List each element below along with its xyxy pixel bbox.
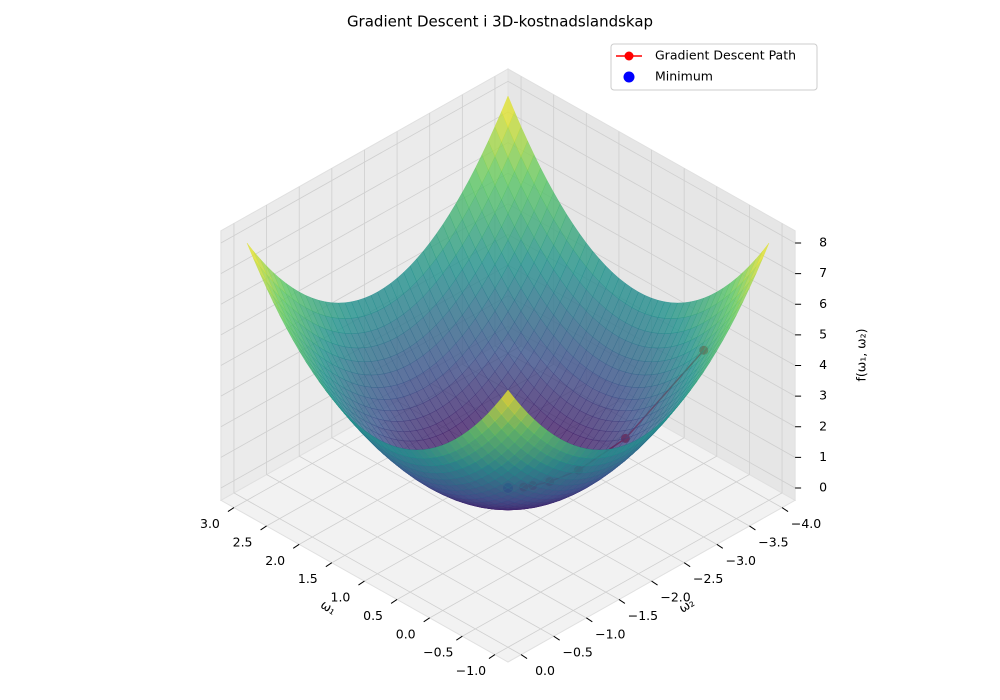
legend-marker: [624, 51, 634, 61]
y-tick-label: −1.5: [628, 608, 658, 623]
x-tick-label: 1.5: [298, 571, 318, 586]
tick-mark: [456, 635, 463, 641]
x-tick-label: −0.5: [423, 645, 453, 660]
tick-mark: [781, 507, 789, 513]
y-tick-label: −4.0: [791, 516, 821, 531]
y-tick-label: 0.0: [535, 663, 555, 678]
x-tick-label: 0.5: [363, 608, 383, 623]
grid-line: [507, 111, 796, 274]
y-tick-label: −2.0: [660, 590, 690, 605]
z-tick-label: 3: [819, 388, 827, 403]
tick-mark: [358, 580, 365, 586]
y-tick-label: −2.5: [693, 571, 723, 586]
y-tick-label: −3.0: [726, 553, 756, 568]
grid-line: [233, 492, 522, 655]
legend-label: Minimum: [655, 69, 713, 84]
tick-mark: [553, 635, 560, 641]
tick-mark: [651, 580, 658, 586]
z-tick-label: 1: [819, 449, 827, 464]
z-tick-label: 2: [819, 418, 827, 433]
surface-patch: [755, 242, 770, 268]
legend-box: [610, 43, 818, 91]
chart-title: Gradient Descent i 3D-kostnadslandskap: [347, 13, 653, 31]
y-tick-label: −0.5: [562, 645, 592, 660]
legend: Gradient Descent Path Minimum: [610, 43, 818, 91]
tick-mark: [292, 543, 300, 549]
surface-patch: [501, 389, 515, 407]
tick-mark: [618, 599, 626, 604]
tick-mark: [716, 543, 724, 549]
x-tick-label: 0.0: [396, 626, 416, 641]
surface-patch: [501, 95, 515, 128]
x-tick-label: 2.5: [233, 534, 253, 549]
grid-line: [220, 80, 509, 244]
x-tick-label: 1.0: [331, 590, 351, 605]
tick-mark: [488, 654, 496, 660]
grid-line: [299, 455, 587, 619]
z-axis-label: f(ω₁, ω₂): [854, 328, 869, 381]
x-tick-label: −1.0: [456, 663, 486, 678]
z-tick-label: 5: [819, 326, 827, 341]
tick-mark: [227, 507, 235, 513]
y-axis-label: ω₂: [676, 595, 697, 616]
z-tick-label: 0: [819, 480, 827, 495]
tick-mark: [325, 562, 333, 568]
x-tick-label: 3.0: [200, 516, 220, 531]
legend-label: Gradient Descent Path: [655, 48, 796, 63]
z-tick-label: 4: [819, 357, 827, 372]
tick-mark: [520, 654, 528, 660]
tick-mark: [260, 525, 267, 531]
grid-line: [507, 80, 796, 244]
tick-mark: [749, 525, 756, 531]
z-tick-label: 8: [819, 235, 827, 250]
grid-line: [266, 474, 554, 637]
grid-line: [331, 437, 620, 600]
y-tick-label: −3.5: [758, 534, 788, 549]
tick-mark: [423, 617, 430, 623]
tick-mark: [390, 599, 398, 604]
labels: −1.0−0.50.00.51.01.52.02.53.0 −4.0−3.5−3.…: [200, 235, 827, 679]
x-axis-label: ω₁: [318, 597, 339, 618]
z-tick-label: 7: [819, 265, 827, 280]
tick-mark: [586, 617, 593, 623]
grid-line: [220, 111, 509, 274]
x-tick-label: 2.0: [265, 553, 285, 568]
surface: [246, 95, 770, 511]
tick-mark: [683, 562, 691, 568]
z-tick-label: 6: [819, 296, 827, 311]
surface-patch: [246, 242, 261, 268]
legend-marker: [623, 71, 635, 83]
y-tick-label: −1.0: [595, 626, 625, 641]
